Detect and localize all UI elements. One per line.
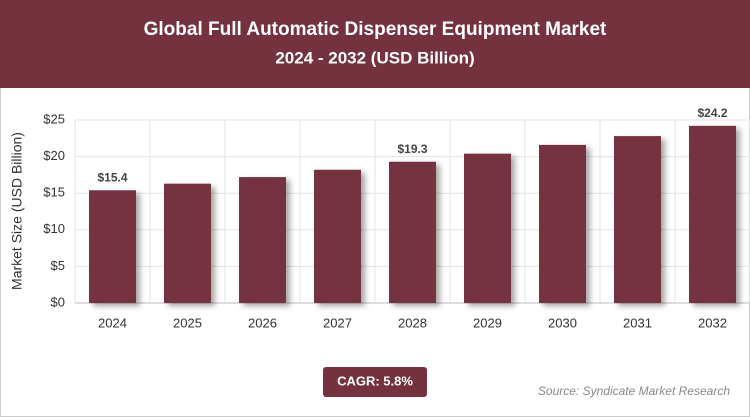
data-label: $19.3: [397, 142, 427, 156]
bar: [539, 144, 586, 303]
bar: [314, 169, 361, 303]
y-tick-label: $20: [43, 148, 65, 163]
header: [0, 0, 750, 88]
bar: [389, 161, 436, 303]
x-tick-label: 2031: [623, 315, 652, 330]
cagr-box: [323, 367, 427, 397]
x-tick-label: 2030: [548, 315, 577, 330]
data-label: $15.4: [97, 170, 127, 184]
bar: [164, 183, 211, 303]
x-tick-label: 2025: [173, 315, 202, 330]
x-tick-label: 2029: [473, 315, 502, 330]
y-axis-title: Market Size (USD Billion): [9, 132, 25, 290]
data-label: $24.2: [697, 106, 727, 120]
y-tick-label: $15: [43, 185, 65, 200]
bar: [614, 136, 661, 303]
chart-subtitle: 2024 - 2032 (USD Billion): [275, 48, 474, 67]
bar: [464, 153, 511, 303]
y-tick-label: $5: [51, 258, 65, 273]
chart-title: Global Full Automatic Dispenser Equipmen…: [144, 19, 607, 40]
x-tick-label: 2032: [698, 315, 727, 330]
bar: [89, 190, 136, 303]
bar: [239, 177, 286, 303]
x-tick-label: 2026: [248, 315, 277, 330]
x-tick-label: 2028: [398, 315, 427, 330]
y-tick-label: $0: [51, 294, 65, 309]
source: Source: Syndicate Market Research: [538, 384, 730, 398]
cagr-label: CAGR: 5.8%: [337, 373, 413, 388]
y-tick-label: $25: [43, 111, 65, 126]
x-tick-label: 2027: [323, 315, 352, 330]
y-tick-label: $10: [43, 221, 65, 236]
bar: [689, 125, 736, 303]
x-tick-label: 2024: [98, 315, 127, 330]
